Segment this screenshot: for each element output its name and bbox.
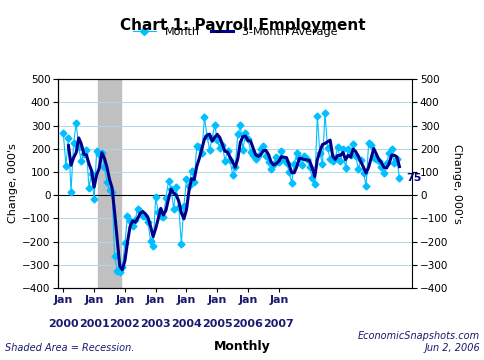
Text: Shaded Area = Recession.: Shaded Area = Recession. — [5, 343, 134, 353]
Text: 2005: 2005 — [201, 319, 232, 329]
Text: 2003: 2003 — [140, 319, 171, 329]
Y-axis label: Change, 000's: Change, 000's — [8, 144, 18, 224]
Text: 2001: 2001 — [78, 319, 109, 329]
Text: 2006: 2006 — [232, 319, 263, 329]
Text: Monthly: Monthly — [213, 340, 271, 353]
Text: 2004: 2004 — [171, 319, 201, 329]
Y-axis label: Change, 000's: Change, 000's — [451, 144, 461, 224]
Legend: Month, 3-Month Average: Month, 3-Month Average — [129, 22, 341, 41]
Text: EconomicSnapshots.com
Jun 2, 2006: EconomicSnapshots.com Jun 2, 2006 — [357, 331, 479, 353]
Bar — [98, 79, 121, 288]
Text: 75: 75 — [405, 173, 420, 183]
Text: Chart 1: Payroll Employment: Chart 1: Payroll Employment — [120, 18, 364, 33]
Text: 2000: 2000 — [48, 319, 78, 329]
Text: 2007: 2007 — [263, 319, 294, 329]
Text: 2002: 2002 — [109, 319, 140, 329]
